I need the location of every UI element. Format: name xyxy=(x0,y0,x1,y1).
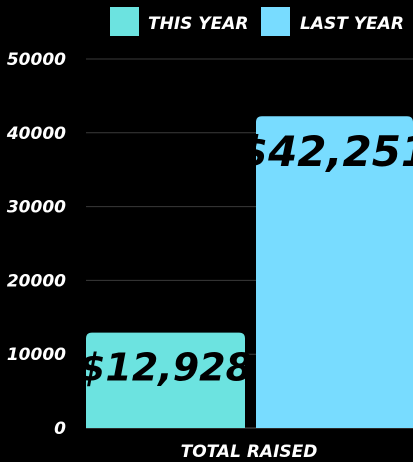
legend-label: THIS YEAR xyxy=(148,14,248,34)
data-label: $42,251 xyxy=(239,127,413,176)
y-axis-ticks: 0 10000 20000 30000 40000 50000 xyxy=(6,50,66,439)
x-category-label: TOTAL RAISED xyxy=(181,442,318,462)
y-tick-label: 0 xyxy=(54,419,66,439)
legend-label: LAST YEAR xyxy=(300,14,404,34)
y-tick-label: 40000 xyxy=(6,124,66,144)
data-label: $12,928 xyxy=(79,346,252,390)
bar-this-year xyxy=(86,332,245,428)
legend-swatch xyxy=(261,7,290,36)
y-tick-label: 20000 xyxy=(7,271,66,291)
bar-last-year xyxy=(256,116,413,428)
bars: $12,928 $42,251 xyxy=(79,116,413,428)
legend: THIS YEAR LAST YEAR xyxy=(110,7,404,36)
y-tick-label: 30000 xyxy=(7,198,66,218)
x-axis-categories: TOTAL RAISED xyxy=(181,442,318,462)
y-tick-label: 50000 xyxy=(7,50,66,70)
legend-swatch xyxy=(110,7,139,36)
y-tick-label: 10000 xyxy=(7,345,66,365)
